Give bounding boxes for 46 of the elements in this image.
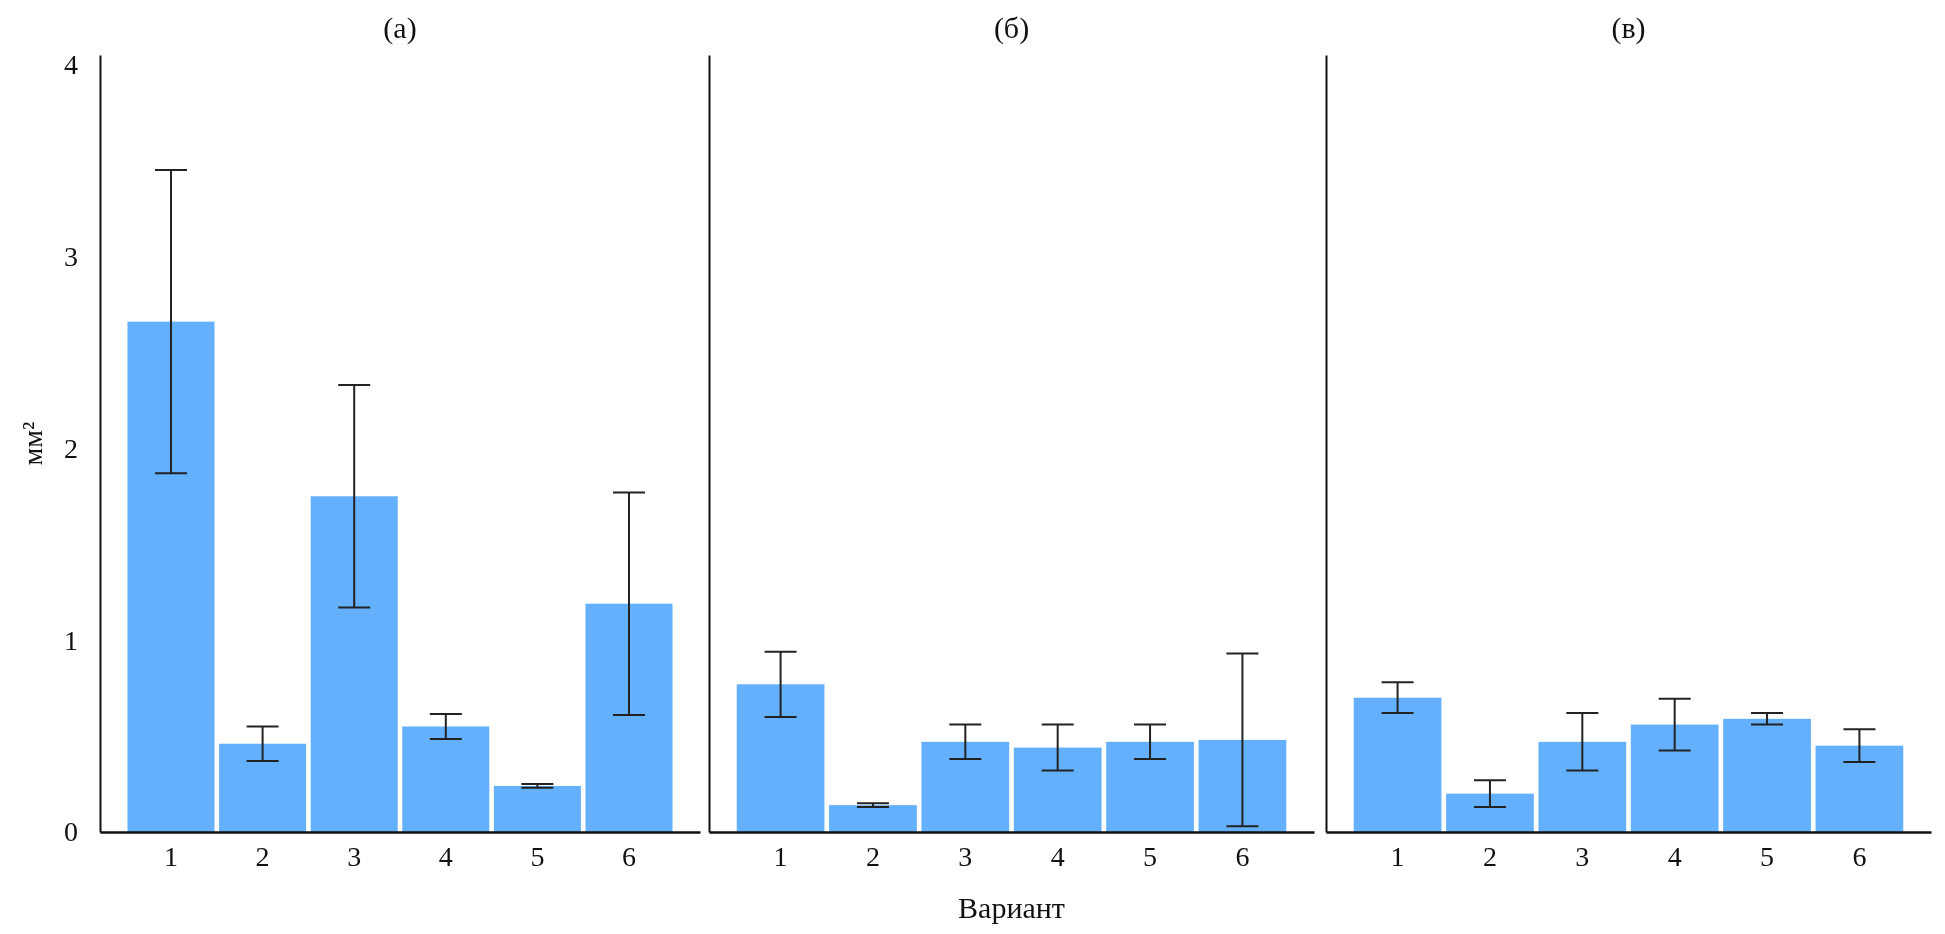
x-axis-title: Вариант — [958, 891, 1065, 924]
x-tick-label: 1 — [163, 840, 178, 872]
y-tick-label: 4 — [64, 49, 78, 81]
x-tick-label: 6 — [1852, 840, 1867, 872]
x-tick-label: 4 — [1667, 840, 1682, 872]
x-tick-label: 4 — [1050, 840, 1065, 872]
bar — [1106, 741, 1194, 832]
bar — [127, 321, 215, 832]
x-tick-label: 1 — [773, 840, 788, 872]
y-tick-label: 1 — [64, 624, 78, 656]
bar — [829, 805, 917, 832]
bar — [1013, 747, 1102, 832]
bar — [493, 785, 581, 832]
bar — [402, 726, 490, 832]
x-tick-label: 2 — [255, 840, 270, 872]
bar — [310, 496, 398, 832]
bar — [1446, 793, 1534, 832]
bar — [736, 684, 825, 832]
bar — [585, 603, 673, 832]
x-tick-label: 3 — [1575, 840, 1590, 872]
chart-title: (a) — [383, 11, 417, 45]
bar — [1815, 745, 1904, 832]
y-tick-label: 0 — [64, 816, 78, 848]
x-tick-label: 5 — [530, 840, 545, 872]
bar — [1723, 718, 1811, 832]
x-tick-label: 3 — [347, 840, 362, 872]
chart-title: (в) — [1611, 11, 1646, 45]
x-tick-label: 2 — [1482, 840, 1497, 872]
bar — [219, 743, 307, 832]
chart-title: (б) — [993, 11, 1030, 45]
y-tick-label: 3 — [64, 240, 78, 272]
x-tick-label: 6 — [1235, 840, 1250, 872]
bar — [1630, 724, 1719, 832]
bar — [1198, 739, 1287, 832]
x-tick-label: 4 — [438, 840, 453, 872]
x-tick-label: 5 — [1143, 840, 1158, 872]
y-tick-label: 2 — [64, 432, 78, 464]
y-axis-title: мм² — [17, 421, 48, 466]
x-tick-label: 1 — [1390, 840, 1405, 872]
x-tick-label: 5 — [1760, 840, 1775, 872]
x-tick-label: 3 — [958, 840, 973, 872]
x-tick-label: 2 — [865, 840, 880, 872]
bar — [1538, 741, 1627, 832]
bar — [921, 741, 1010, 832]
bar — [1353, 697, 1442, 832]
x-tick-label: 6 — [622, 840, 637, 872]
